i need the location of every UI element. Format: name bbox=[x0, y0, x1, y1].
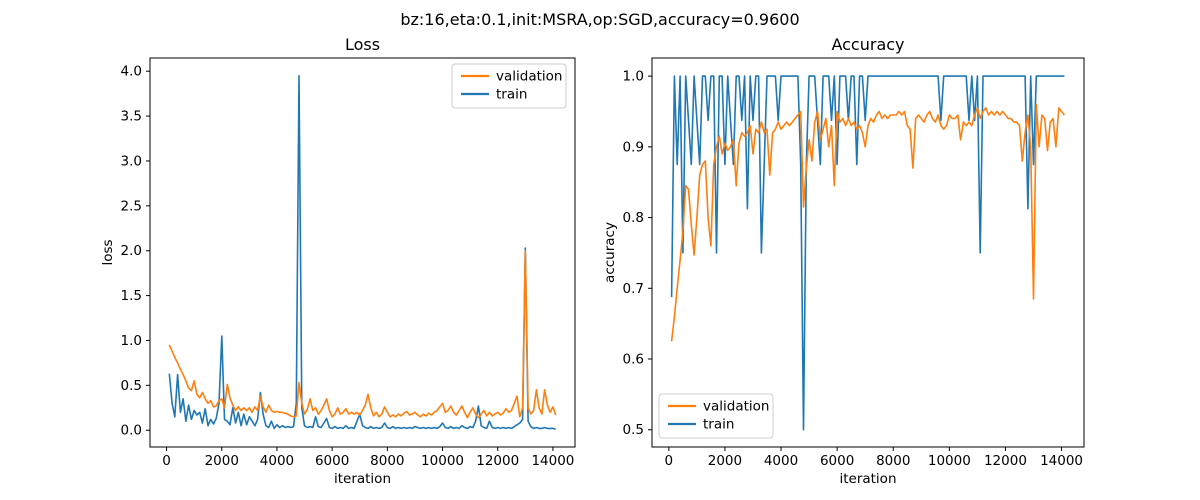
x-tick-label: 2000 bbox=[708, 453, 742, 469]
x-tick-label: 14000 bbox=[531, 453, 574, 469]
y-tick-label: 0.9 bbox=[623, 139, 644, 155]
series-line-train bbox=[670, 75, 1065, 431]
chart-title: Loss bbox=[345, 35, 380, 54]
y-tick-label: 0.5 bbox=[121, 378, 142, 394]
legend: validation train bbox=[451, 63, 567, 109]
y-tick-label: 0.7 bbox=[623, 281, 644, 297]
x-tick-label: 8000 bbox=[370, 453, 404, 469]
x-tick-label: 8000 bbox=[876, 453, 910, 469]
y-tick-label: 0.0 bbox=[121, 423, 142, 439]
x-tick-label: 0 bbox=[665, 453, 674, 469]
x-tick-label: 10000 bbox=[421, 453, 464, 469]
axes-frame bbox=[149, 57, 576, 448]
x-tick-label: 10000 bbox=[928, 453, 971, 469]
legend-label-train: train bbox=[496, 87, 527, 103]
y-tick-label: 2.5 bbox=[121, 198, 142, 214]
accuracy-chart: 0 2000 4000 6000 8000 10000 12000 14000 0.5 0.6 0.… bbox=[602, 35, 1085, 487]
x-tick-label: 12000 bbox=[984, 453, 1027, 469]
series-line-validation bbox=[670, 103, 1066, 342]
y-tick-label: 1.5 bbox=[121, 288, 142, 304]
x-tick-label: 12000 bbox=[476, 453, 519, 469]
x-tick-label: 6000 bbox=[315, 453, 349, 469]
legend-label-validation: validation bbox=[703, 399, 769, 415]
x-axis-label: iteration bbox=[334, 471, 391, 487]
y-axis-label: accuracy bbox=[602, 222, 618, 283]
y-tick-label: 1.0 bbox=[623, 69, 644, 85]
x-tick-label: 0 bbox=[162, 453, 171, 469]
x-axis-label: iteration bbox=[839, 471, 896, 487]
legend-label-validation: validation bbox=[496, 69, 562, 85]
y-tick-label: 0.8 bbox=[623, 210, 644, 226]
loss-chart: 0 2000 4000 6000 8000 10000 12000 14000 0.0 0.5 1.… bbox=[100, 35, 576, 487]
y-tick-label: 4.0 bbox=[121, 64, 142, 80]
series-line-train bbox=[168, 74, 556, 431]
legend-label-train: train bbox=[703, 417, 734, 433]
x-tick-label: 4000 bbox=[764, 453, 798, 469]
x-tick-label: 6000 bbox=[820, 453, 854, 469]
y-tick-label: 0.5 bbox=[623, 422, 644, 438]
axes-frame bbox=[651, 57, 1085, 448]
y-tick-label: 0.6 bbox=[623, 352, 644, 368]
chart-title: Accuracy bbox=[831, 35, 904, 54]
y-tick-label: 3.0 bbox=[121, 153, 142, 169]
legend: validation train bbox=[658, 393, 774, 439]
x-tick-label: 2000 bbox=[205, 453, 239, 469]
series-line-validation bbox=[168, 249, 557, 419]
x-tick-label: 14000 bbox=[1040, 453, 1083, 469]
y-tick-label: 2.0 bbox=[121, 243, 142, 259]
x-tick-label: 4000 bbox=[260, 453, 294, 469]
y-tick-label: 1.0 bbox=[121, 333, 142, 349]
y-axis-label: loss bbox=[100, 239, 116, 265]
y-tick-label: 3.5 bbox=[121, 109, 142, 125]
figure-suptitle: bz:16,eta:0.1,init:MSRA,op:SGD,accuracy=… bbox=[400, 10, 799, 29]
